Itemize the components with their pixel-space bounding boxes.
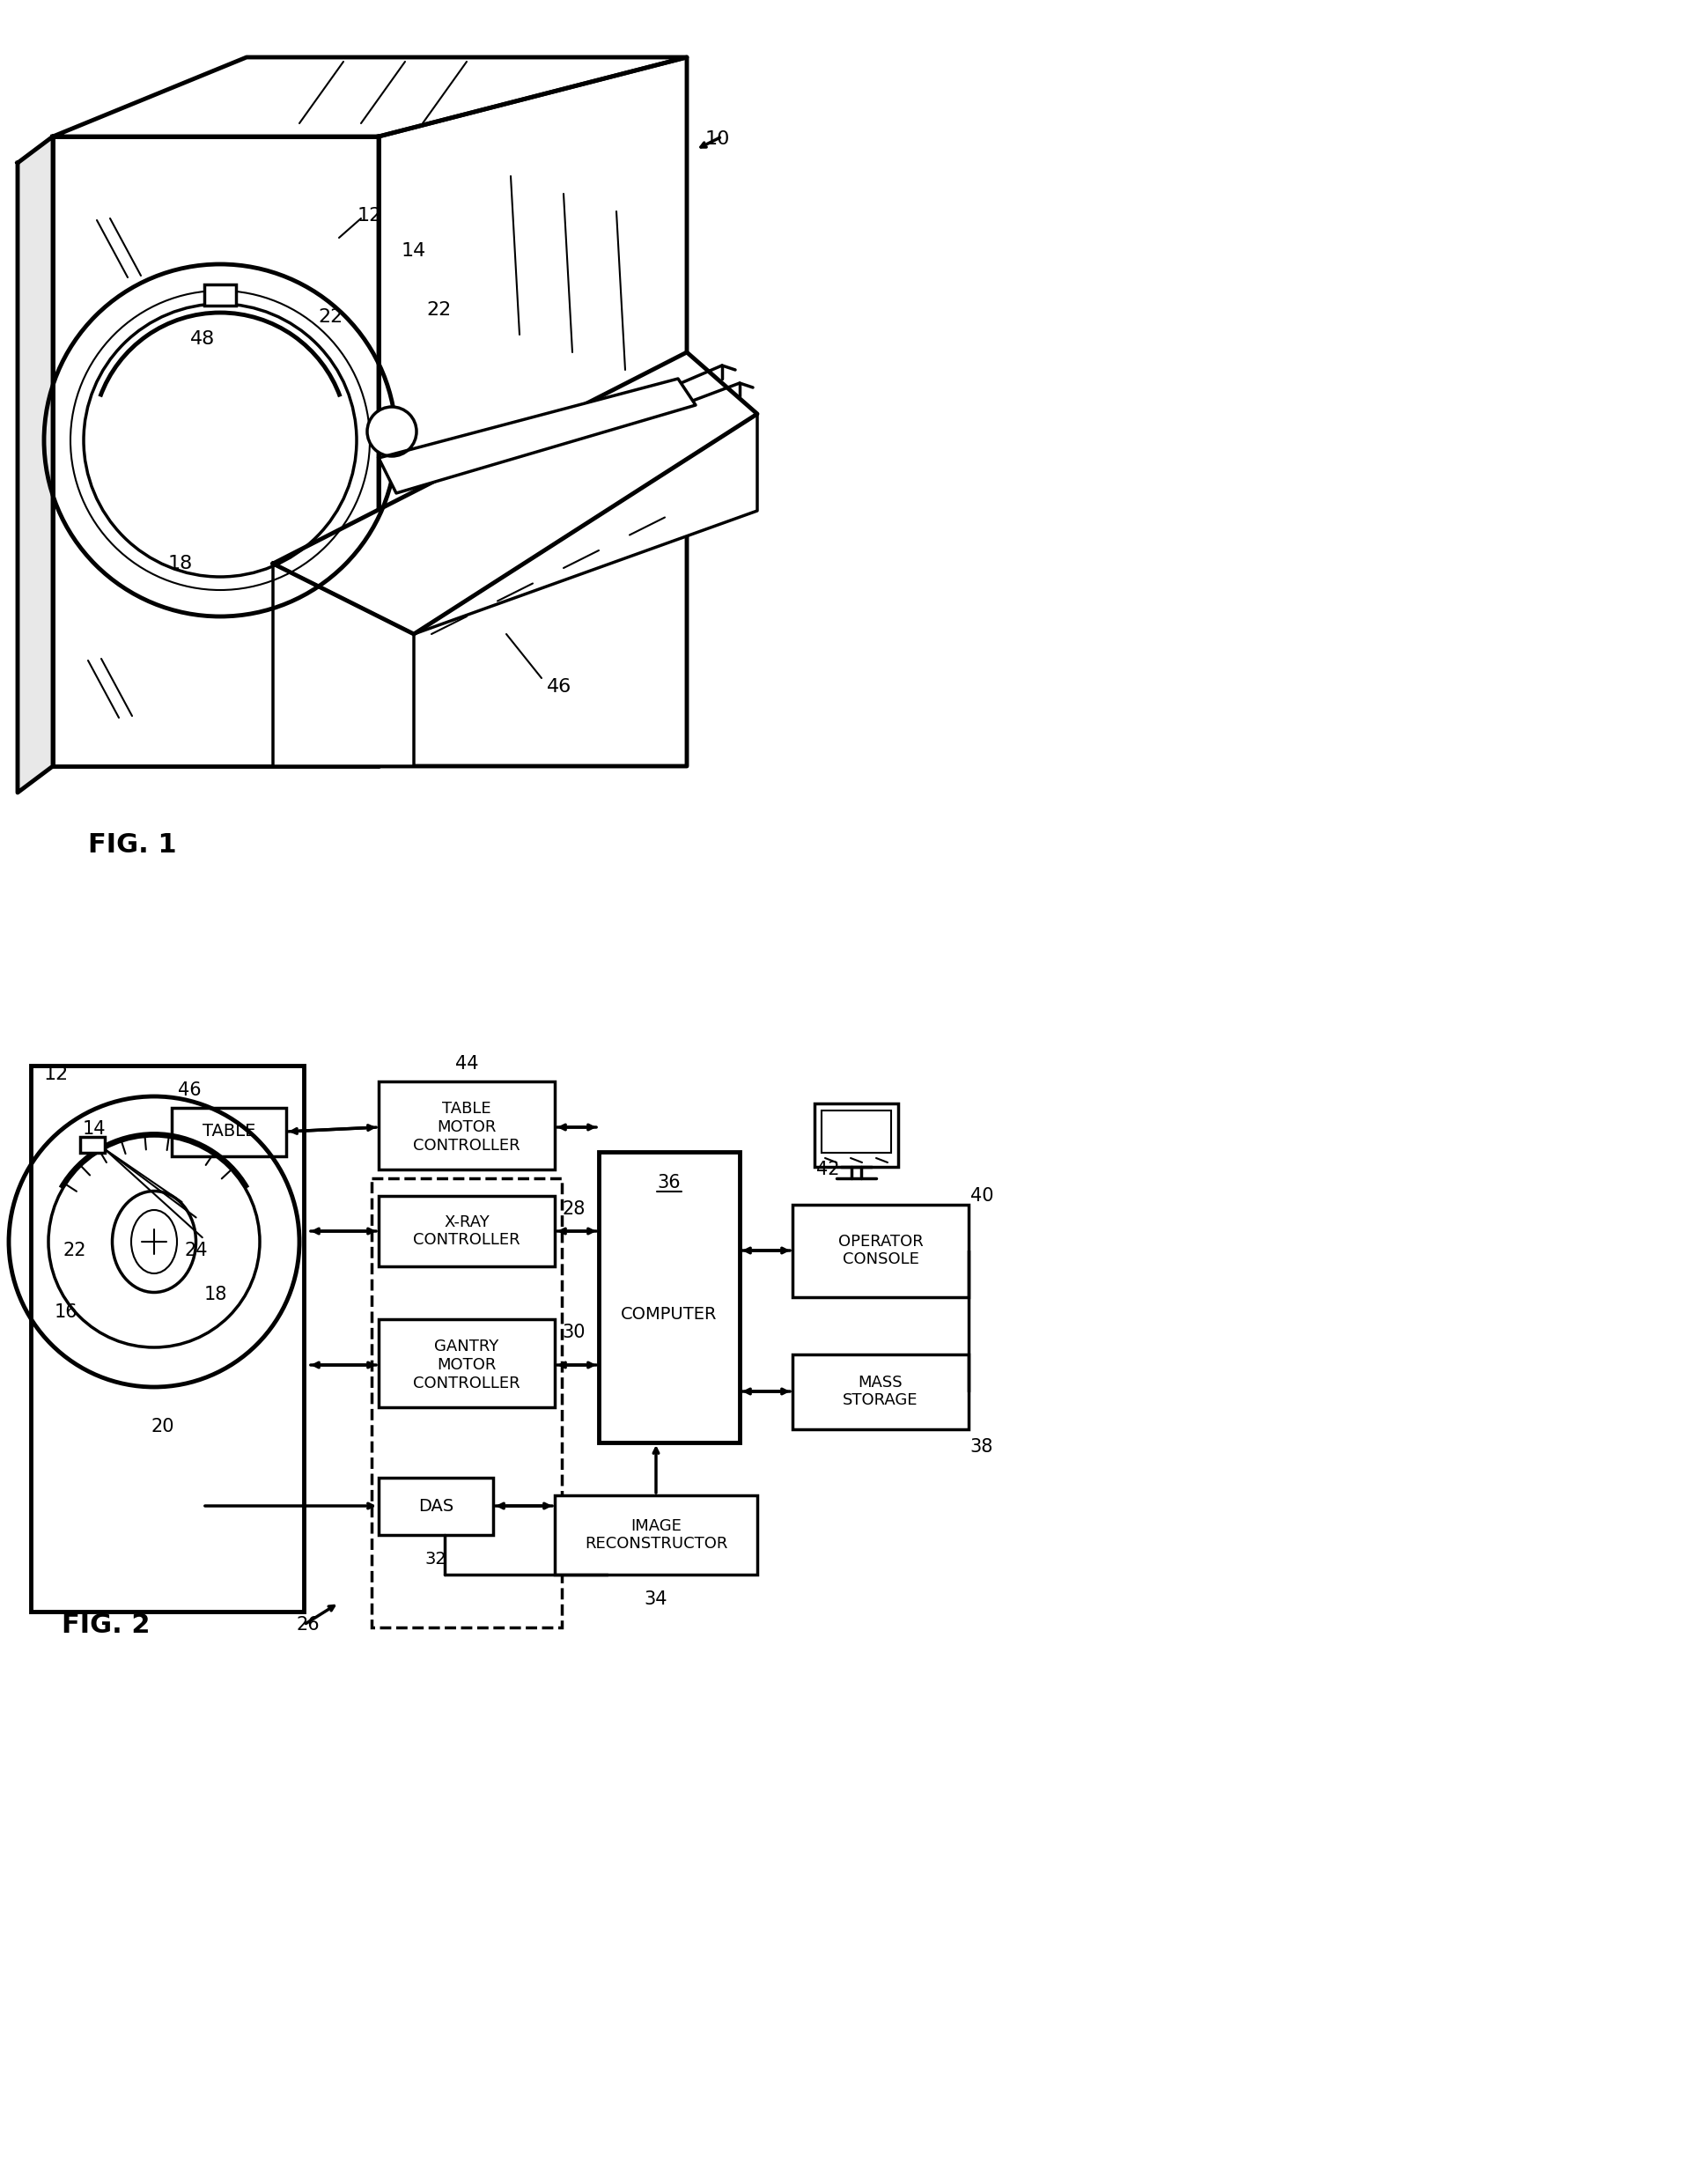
Polygon shape [52,57,687,135]
Bar [378,1081,555,1168]
Text: 14: 14 [83,1120,106,1138]
Bar [378,1479,493,1535]
Text: 22: 22 [317,308,343,325]
Polygon shape [414,415,758,633]
Bar [599,1151,739,1441]
Bar [79,1138,105,1153]
Bar [378,1319,555,1406]
Text: 30: 30 [562,1324,586,1341]
Bar [172,1107,287,1155]
Polygon shape [52,135,378,767]
Polygon shape [273,563,414,767]
Text: X-RAY
CONTROLLER: X-RAY CONTROLLER [414,1214,520,1249]
Text: 42: 42 [815,1160,839,1179]
Text: 20: 20 [152,1417,174,1435]
Text: FIG. 1: FIG. 1 [88,832,177,858]
Text: 24: 24 [184,1243,208,1260]
Text: 18: 18 [204,1286,228,1304]
Polygon shape [273,352,758,633]
Text: 34: 34 [645,1590,668,1607]
Text: OPERATOR
CONSOLE: OPERATOR CONSOLE [837,1234,923,1267]
Text: 26: 26 [297,1616,321,1634]
Text: 40: 40 [971,1188,994,1206]
Text: TABLE: TABLE [203,1123,255,1140]
Polygon shape [17,135,52,793]
Text: 48: 48 [191,330,214,347]
Text: FIG. 2: FIG. 2 [62,1612,150,1638]
Bar [371,1179,562,1627]
Polygon shape [378,57,687,767]
Text: 16: 16 [54,1304,78,1321]
Text: 38: 38 [971,1437,994,1457]
Text: 14: 14 [402,242,427,260]
Polygon shape [378,378,695,494]
Bar [792,1354,969,1428]
Bar [792,1206,969,1297]
Text: 12: 12 [44,1066,69,1083]
Text: 46: 46 [177,1081,201,1099]
Text: 18: 18 [169,555,192,572]
Bar [555,1496,758,1575]
Text: 44: 44 [456,1055,478,1072]
Text: 46: 46 [547,677,572,697]
Bar [30,1066,304,1612]
Text: DAS: DAS [419,1498,454,1514]
Bar [815,1103,898,1166]
Bar [204,284,236,306]
Text: 22: 22 [425,301,451,319]
Circle shape [84,304,356,577]
Text: 10: 10 [706,131,731,149]
Text: TABLE
MOTOR
CONTROLLER: TABLE MOTOR CONTROLLER [414,1101,520,1153]
Text: 12: 12 [358,207,381,225]
Circle shape [368,406,417,456]
Text: 28: 28 [562,1201,586,1219]
Bar [822,1109,891,1153]
Text: IMAGE
RECONSTRUCTOR: IMAGE RECONSTRUCTOR [584,1518,728,1553]
Text: COMPUTER: COMPUTER [621,1306,717,1324]
Text: GANTRY
MOTOR
CONTROLLER: GANTRY MOTOR CONTROLLER [414,1339,520,1391]
Text: 32: 32 [425,1551,447,1568]
Text: 36: 36 [658,1175,680,1192]
Text: MASS
STORAGE: MASS STORAGE [842,1374,918,1409]
Bar [378,1197,555,1267]
Text: 22: 22 [62,1243,86,1260]
